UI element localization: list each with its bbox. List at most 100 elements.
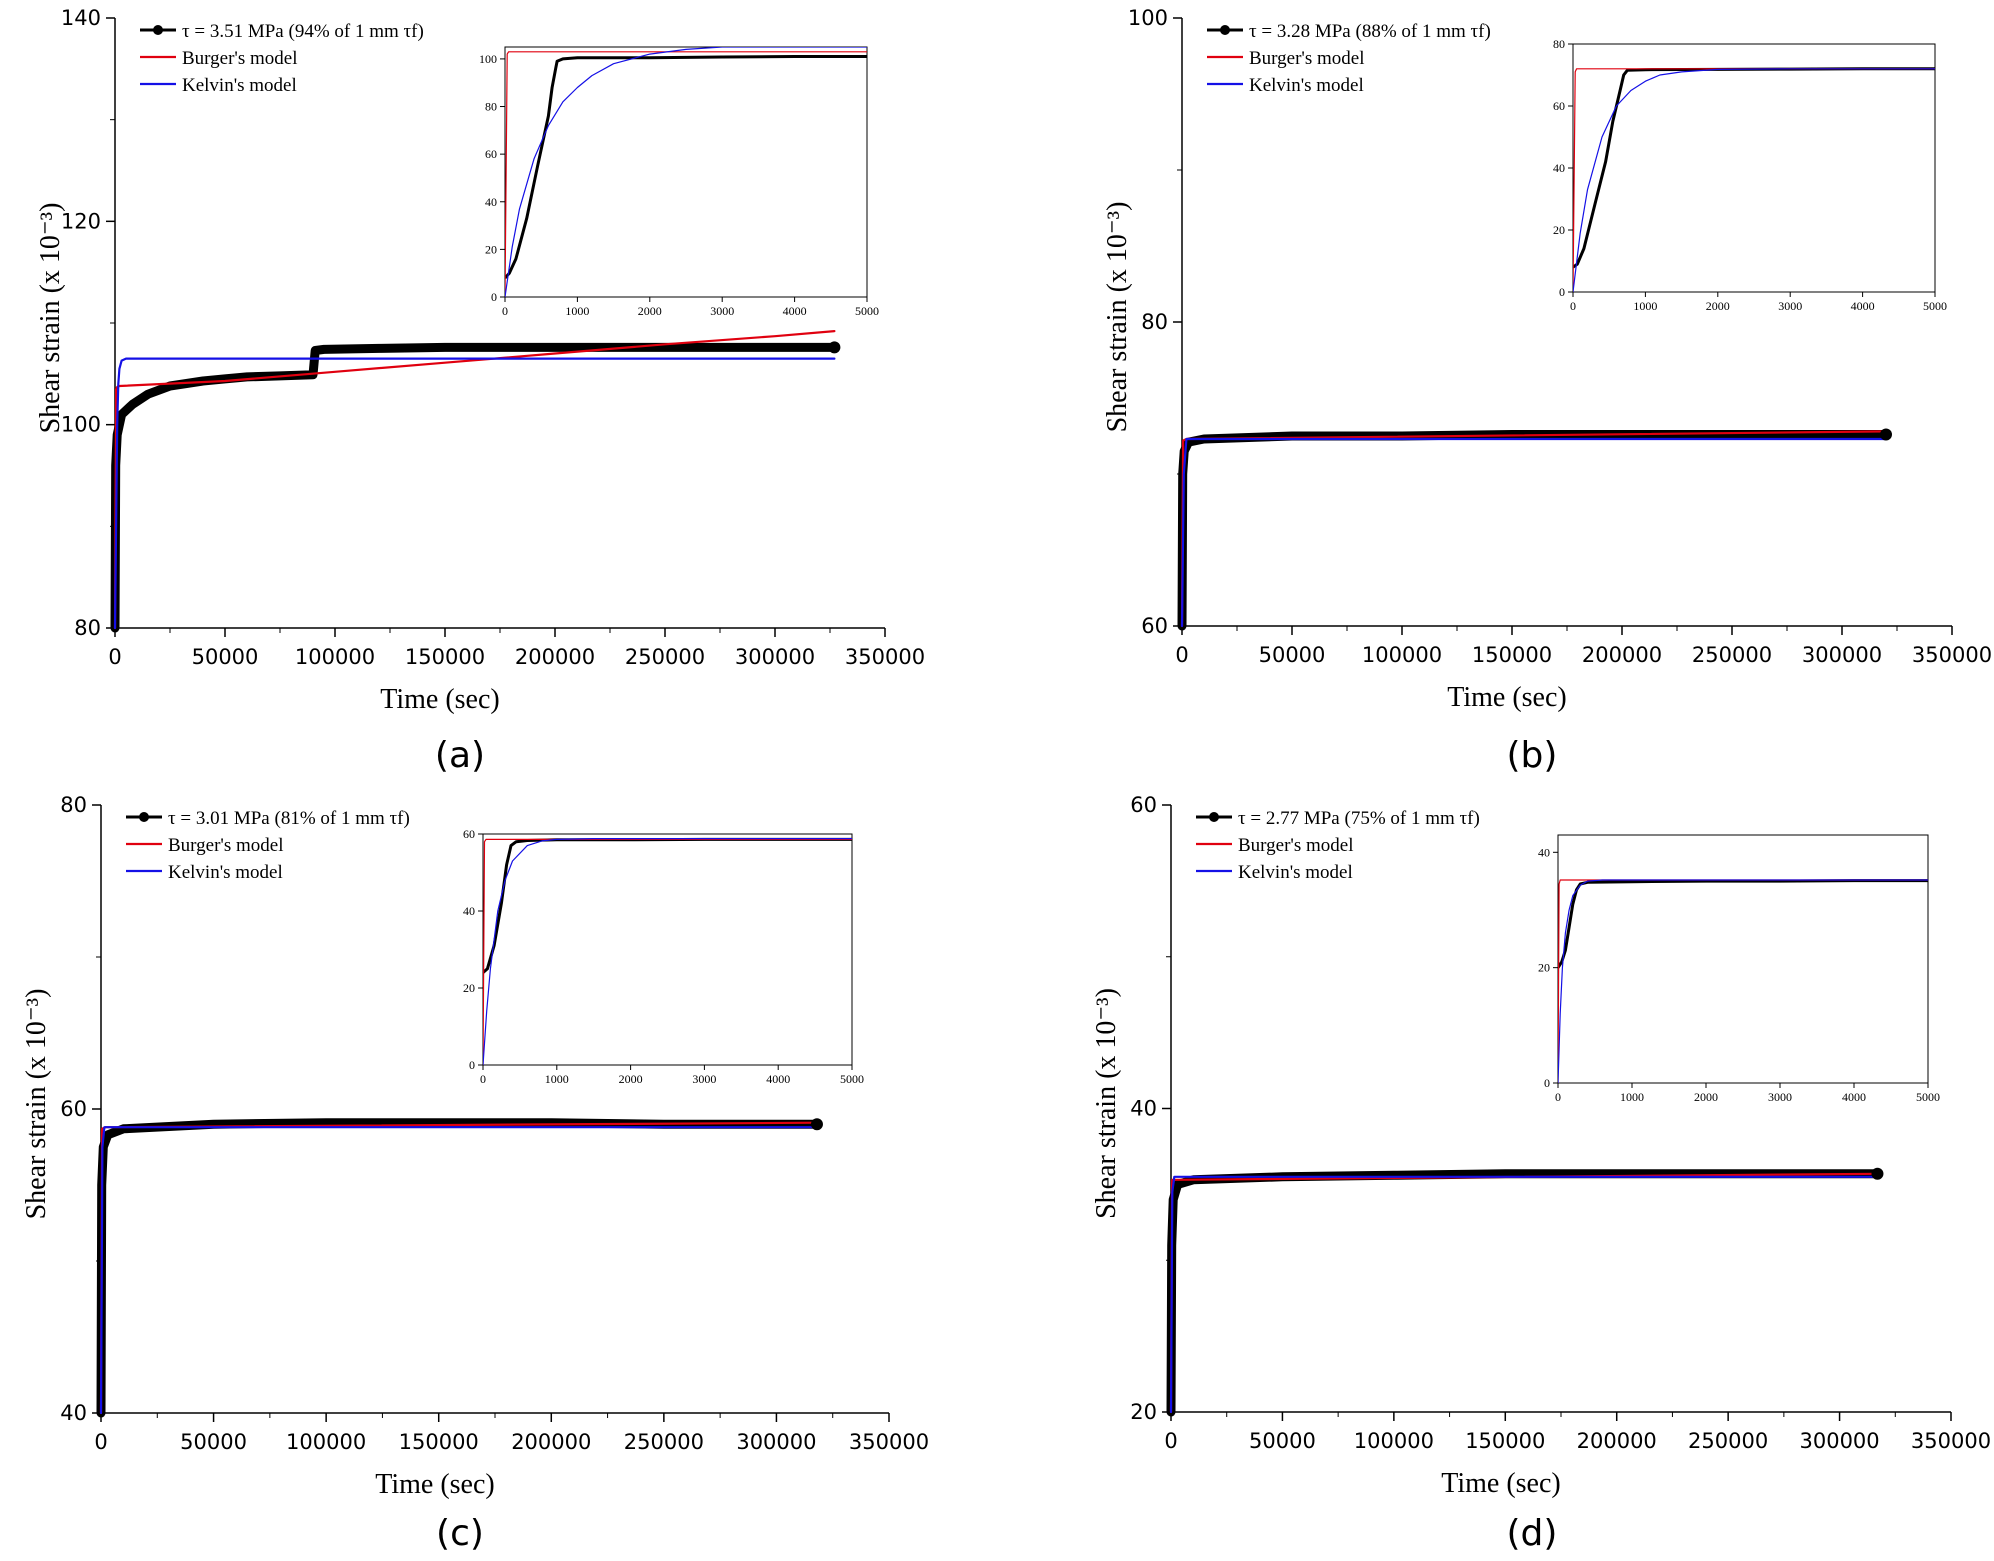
inset-y-tick-label: 80 <box>485 100 497 114</box>
x-tick-label: 50000 <box>1259 643 1326 667</box>
inset-frame <box>1572 43 1936 293</box>
x-tick-label: 350000 <box>1911 1429 1991 1453</box>
inset-x-tick-label: 2000 <box>1694 1090 1718 1104</box>
panel-label-c: (c) <box>436 1513 484 1554</box>
kelvin-model-line <box>99 1126 819 1415</box>
inset-y-tick-label: 40 <box>463 904 475 918</box>
inset-plot-area <box>483 837 852 1065</box>
x-tick-label: 0 <box>1175 643 1188 667</box>
inset-x-tick-label: 1000 <box>545 1072 569 1086</box>
inset-data-line <box>505 55 867 280</box>
chart-c: 0 50000 100000 150000 200000 250000 300000 3500… <box>21 793 929 1500</box>
x-tick-label: 300000 <box>735 645 815 669</box>
inset-x-tick-label: 4000 <box>1851 299 1875 313</box>
x-tick-label: 350000 <box>1912 643 1992 667</box>
legend-label-2: Kelvin's model <box>1249 75 1364 96</box>
legend-marker <box>1209 812 1219 822</box>
x-axis-label: Time (sec) <box>375 1469 495 1500</box>
y-tick-label: 100 <box>1128 6 1168 30</box>
y-tick-label: 100 <box>61 413 101 437</box>
x-axis-label: Time (sec) <box>380 684 500 715</box>
y-tick-label: 80 <box>74 616 101 640</box>
x-tick-label: 350000 <box>845 645 925 669</box>
inset-kelvin-line <box>505 47 867 297</box>
inset-x-tick-label: 3000 <box>692 1072 716 1086</box>
panel-label-a: (a) <box>434 735 486 776</box>
data-end-marker <box>1880 428 1892 441</box>
kelvin-model-line <box>113 357 836 630</box>
inset-x-tick-label: 5000 <box>1923 299 1947 313</box>
inset-y-tick-label: 0 <box>469 1058 475 1072</box>
y-tick-label: 80 <box>60 793 87 817</box>
inset-x-tick-label: 3000 <box>710 304 734 318</box>
x-tick-label: 250000 <box>625 645 705 669</box>
y-tick-label: 140 <box>61 6 101 30</box>
inset-y-tick-label: 100 <box>479 52 497 66</box>
x-tick-label: 100000 <box>1362 643 1442 667</box>
inset-frame <box>504 46 868 298</box>
inset-y-tick-label: 20 <box>485 242 497 256</box>
chart-b: 0 50000 100000 150000 200000 250000 300000 3500… <box>1102 6 1992 713</box>
burger-model-line <box>113 330 836 630</box>
inset-burger-line <box>483 838 852 1065</box>
y-tick-label: 60 <box>1141 614 1168 638</box>
x-tick-label: 0 <box>1164 1429 1177 1453</box>
inset-data-line <box>1558 879 1928 969</box>
x-tick-label: 250000 <box>1692 643 1772 667</box>
legend-label-2: Kelvin's model <box>182 75 297 96</box>
x-tick-label: 300000 <box>736 1430 816 1454</box>
inset-y-tick-label: 0 <box>491 290 497 304</box>
y-axis-label: Shear strain (x 10⁻³) <box>1091 988 1122 1219</box>
kelvin-model-line <box>1180 437 1888 628</box>
inset-plot-area <box>1558 879 1928 1083</box>
data-end-marker <box>1871 1167 1884 1180</box>
x-tick-label: 250000 <box>624 1430 704 1454</box>
x-tick-label: 0 <box>94 1430 107 1454</box>
y-axis-label: Shear strain (x 10⁻³) <box>1102 202 1133 433</box>
legend-label-1: Burger's model <box>182 48 297 69</box>
inset-y-tick-label: 40 <box>485 195 497 209</box>
panel-label-d: (d) <box>1506 1513 1558 1554</box>
x-axis-label: Time (sec) <box>1447 682 1567 713</box>
inset-y-tick-label: 60 <box>463 827 475 841</box>
inset-x-tick-label: 5000 <box>1916 1090 1940 1104</box>
x-tick-label: 50000 <box>192 645 259 669</box>
inset-y-tick-label: 60 <box>1553 99 1565 113</box>
data-end-marker <box>810 1118 823 1131</box>
x-tick-label: 200000 <box>1577 1429 1657 1453</box>
y-tick-label: 80 <box>1141 310 1168 334</box>
legend-label-2: Kelvin's model <box>1238 862 1353 883</box>
y-axis-label: Shear strain (x 10⁻³) <box>35 203 66 434</box>
inset-y-tick-label: 40 <box>1553 161 1565 175</box>
data-end-marker <box>828 341 841 354</box>
x-tick-label: 350000 <box>849 1430 929 1454</box>
burger-model-line <box>99 1121 819 1415</box>
inset-y-tick-label: 20 <box>1538 961 1550 975</box>
y-tick-label: 120 <box>61 209 101 233</box>
x-tick-label: 150000 <box>1472 643 1552 667</box>
y-tick-label: 60 <box>1130 793 1157 817</box>
burger-model-line <box>1169 1172 1879 1414</box>
inset-y-tick-label: 0 <box>1559 285 1565 299</box>
x-tick-label: 200000 <box>1582 643 1662 667</box>
legend-label-1: Burger's model <box>168 835 283 856</box>
inset-x-tick-label: 3000 <box>1768 1090 1792 1104</box>
inset-x-tick-label: 4000 <box>1842 1090 1866 1104</box>
legend-label-0: τ = 3.01 MPa (81% of 1 mm τf) <box>168 808 410 829</box>
y-tick-label: 20 <box>1130 1400 1157 1424</box>
chart-a: 0 50000 100000 150000 200000 250000 300000 3500… <box>35 6 925 715</box>
inset-x-tick-label: 1000 <box>565 304 589 318</box>
x-tick-label: 50000 <box>180 1430 247 1454</box>
inset-kelvin-line <box>483 837 852 1065</box>
inset-x-tick-label: 0 <box>1555 1090 1561 1104</box>
x-tick-label: 150000 <box>405 645 485 669</box>
chart-d: 0 50000 100000 150000 200000 250000 300000 3500… <box>1091 793 1991 1499</box>
legend-marker <box>139 812 149 822</box>
y-tick-label: 40 <box>60 1401 87 1425</box>
legend-label-0: τ = 3.51 MPa (94% of 1 mm τf) <box>182 21 424 42</box>
data-series-line <box>1166 1169 1882 1417</box>
inset-x-tick-label: 4000 <box>783 304 807 318</box>
inset-y-tick-label: 0 <box>1544 1076 1550 1090</box>
y-tick-label: 60 <box>60 1097 87 1121</box>
inset-y-tick-label: 80 <box>1553 37 1565 51</box>
